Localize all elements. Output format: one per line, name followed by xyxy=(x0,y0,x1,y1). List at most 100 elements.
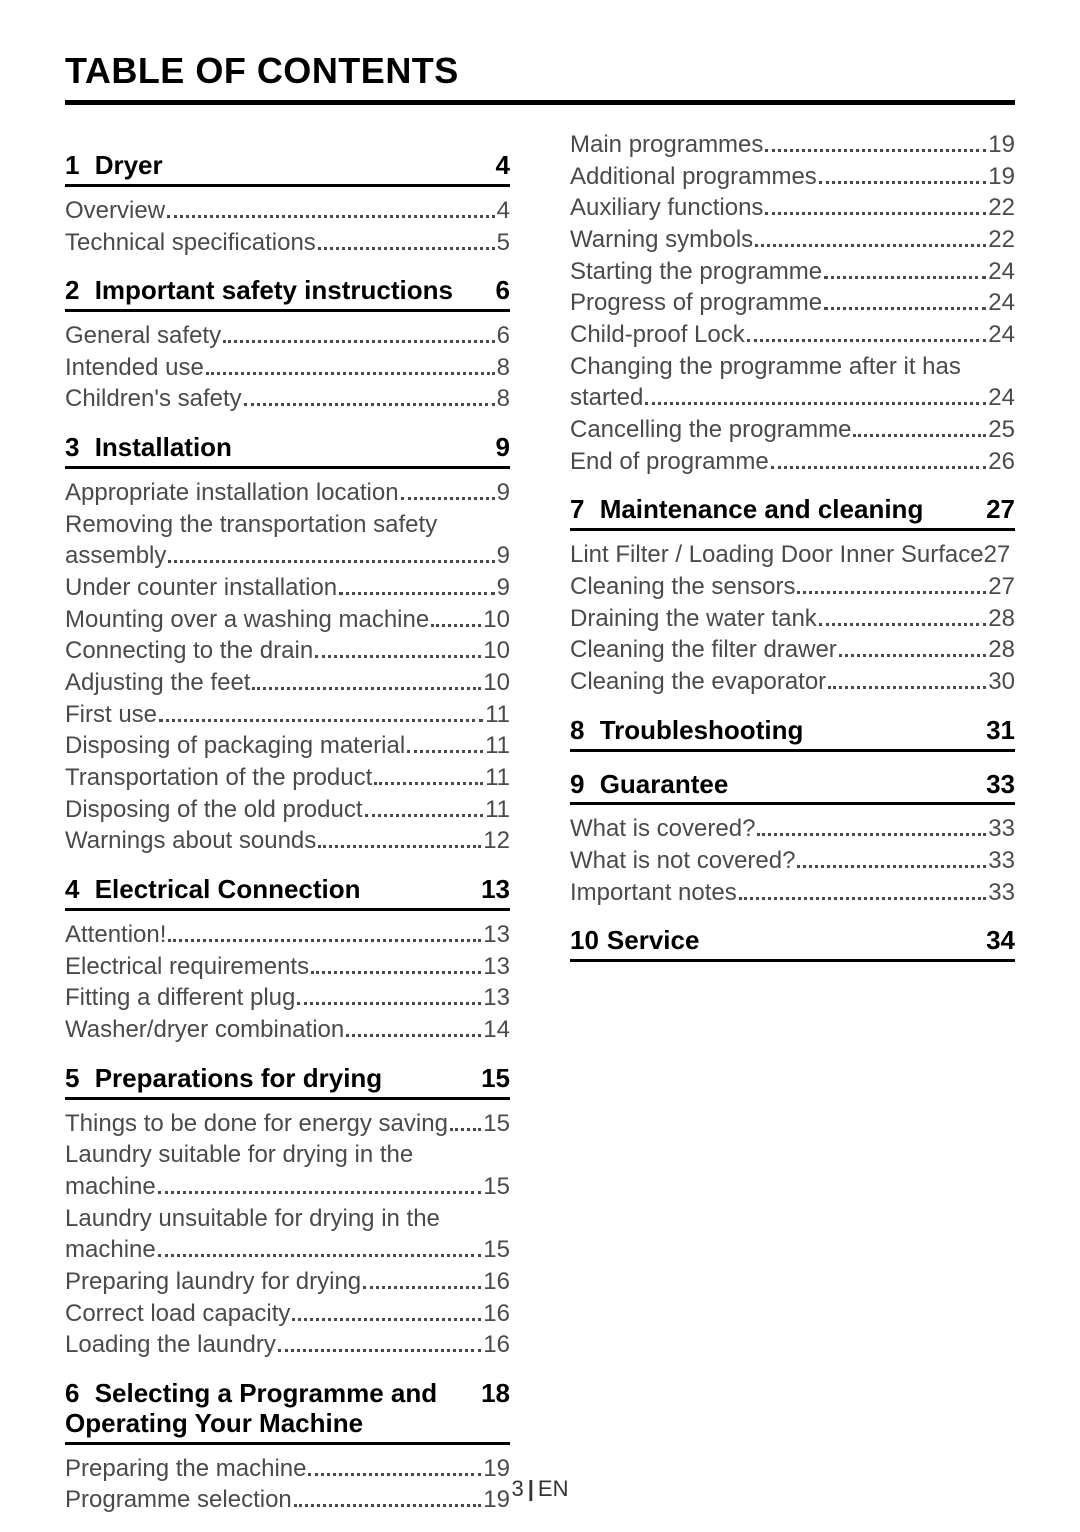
toc-section-heading: 3 Installation9 xyxy=(65,433,510,469)
toc-right-column: Main programmes19Additional programmes19… xyxy=(570,133,1015,1516)
toc-section-page: 33 xyxy=(986,770,1015,800)
toc-section-page: 13 xyxy=(481,875,510,905)
toc-entry-page: 13 xyxy=(483,982,510,1014)
toc-entry-text: Lint Filter / Loading Door Inner Surface xyxy=(570,539,984,571)
toc-entry-text: What is not covered? xyxy=(570,845,795,877)
toc-entry-text: What is covered? xyxy=(570,813,755,845)
toc-entry-text: Connecting to the drain xyxy=(65,635,313,667)
toc-entry: Main programmes19 xyxy=(570,129,1015,161)
toc-entry: Disposing of packaging material 11 xyxy=(65,730,510,762)
toc-entry-text: Preparing laundry for drying xyxy=(65,1266,361,1298)
toc-entry-text: Attention! xyxy=(65,919,166,951)
footer-page-number: 3 xyxy=(512,1476,524,1501)
toc-section-title: 2 Important safety instructions xyxy=(65,276,486,306)
toc-entry-text: Cleaning the filter drawer xyxy=(570,634,837,666)
toc-entry-text: Washer/dryer combination xyxy=(65,1014,344,1046)
toc-entry-page: 30 xyxy=(988,666,1015,698)
toc-entry-text: Laundry unsuitable for drying in the xyxy=(65,1203,510,1235)
toc-section-heading: 9 Guarantee33 xyxy=(570,770,1015,806)
toc-entry: First use11 xyxy=(65,699,510,731)
toc-entry: Additional programmes19 xyxy=(570,161,1015,193)
toc-entry-page: 28 xyxy=(988,603,1015,635)
toc-entry: End of programme 26 xyxy=(570,446,1015,478)
toc-entry: Washer/dryer combination14 xyxy=(65,1014,510,1046)
toc-entry-page: 11 xyxy=(485,730,510,762)
toc-entry: Starting the programme24 xyxy=(570,256,1015,288)
toc-entry-page: 10 xyxy=(483,604,510,636)
toc-entry-text: Auxiliary functions xyxy=(570,192,763,224)
toc-entry: Cancelling the programme 25 xyxy=(570,414,1015,446)
toc-entry-page: 22 xyxy=(988,192,1015,224)
toc-entry-text: Children's safety xyxy=(65,383,242,415)
toc-section-title: 10Service xyxy=(570,926,976,956)
toc-entry: Attention! 13 xyxy=(65,919,510,951)
page-footer: 3|EN xyxy=(0,1476,1080,1502)
toc-entry: Children's safety8 xyxy=(65,383,510,415)
toc-entry-page: 4 xyxy=(497,195,510,227)
toc-entry: Fitting a different plug 13 xyxy=(65,982,510,1014)
toc-entry-page: 27 xyxy=(988,571,1015,603)
toc-entry-page: 9 xyxy=(497,540,510,572)
toc-entry-page: 13 xyxy=(483,919,510,951)
toc-entry: Electrical requirements13 xyxy=(65,951,510,983)
toc-entry-page: 11 xyxy=(485,794,510,826)
toc-entry-text: Draining the water tank xyxy=(570,603,817,635)
toc-entry-page: 24 xyxy=(988,382,1015,414)
toc-entry-text: assembly xyxy=(65,540,166,572)
toc-entry: Adjusting the feet10 xyxy=(65,667,510,699)
toc-entry-page: 11 xyxy=(485,699,510,731)
toc-entry: Disposing of the old product 11 xyxy=(65,794,510,826)
toc-section-page: 4 xyxy=(496,151,510,181)
toc-section-title: 8 Troubleshooting xyxy=(570,716,976,746)
toc-section-heading: 7 Maintenance and cleaning27 xyxy=(570,495,1015,531)
toc-entry-text: Disposing of the old product xyxy=(65,794,363,826)
toc-section-heading: 6 Selecting a Programme and Operating Yo… xyxy=(65,1379,510,1445)
toc-entry-text: machine xyxy=(65,1234,156,1266)
toc-entry-text: Technical specifications xyxy=(65,227,316,259)
toc-entry-page: 9 xyxy=(497,572,510,604)
toc-section-heading: 5 Preparations for drying15 xyxy=(65,1064,510,1100)
toc-entry-page: 19 xyxy=(988,129,1015,161)
toc-entry-page: 24 xyxy=(988,319,1015,351)
toc-entry: Technical specifications 5 xyxy=(65,227,510,259)
toc-entry-text: Cleaning the evaporator xyxy=(570,666,826,698)
toc-entry: Mounting over a washing machine 10 xyxy=(65,604,510,636)
toc-entry-text: Disposing of packaging material xyxy=(65,730,405,762)
toc-section-heading: 8 Troubleshooting31 xyxy=(570,716,1015,752)
toc-entry-text: Correct load capacity xyxy=(65,1298,290,1330)
toc-entry-text: Changing the programme after it has xyxy=(570,351,1015,383)
toc-entry: Warning symbols22 xyxy=(570,224,1015,256)
toc-section-heading: 2 Important safety instructions6 xyxy=(65,276,510,312)
toc-entry-page: 10 xyxy=(483,667,510,699)
toc-entry-text: Things to be done for energy saving xyxy=(65,1108,448,1140)
toc-entry-page: 24 xyxy=(988,287,1015,319)
toc-entry: Lint Filter / Loading Door Inner Surface… xyxy=(570,539,1015,571)
toc-entry-text: Mounting over a washing machine xyxy=(65,604,429,636)
toc-entry-text: Starting the programme xyxy=(570,256,822,288)
toc-entry-text: Cancelling the programme xyxy=(570,414,851,446)
toc-entry: Preparing laundry for drying16 xyxy=(65,1266,510,1298)
toc-entry-page: 16 xyxy=(483,1329,510,1361)
toc-entry-text: Fitting a different plug xyxy=(65,982,295,1014)
toc-entry-page: 15 xyxy=(483,1108,510,1140)
toc-entry-text: machine xyxy=(65,1171,156,1203)
toc-entry-page: 25 xyxy=(988,414,1015,446)
toc-entry-page: 33 xyxy=(988,813,1015,845)
toc-entry: Laundry unsuitable for drying in themach… xyxy=(65,1203,510,1266)
toc-entry-page: 33 xyxy=(988,877,1015,909)
toc-entry-page: 5 xyxy=(497,227,510,259)
toc-entry-page: 26 xyxy=(988,446,1015,478)
toc-entry-page: 33 xyxy=(988,845,1015,877)
toc-entry-text: End of programme xyxy=(570,446,769,478)
toc-entry: Child-proof Lock24 xyxy=(570,319,1015,351)
toc-entry-text: Progress of programme xyxy=(570,287,822,319)
toc-entry-page: 9 xyxy=(497,477,510,509)
toc-section-page: 34 xyxy=(986,926,1015,956)
footer-separator: | xyxy=(528,1476,534,1501)
toc-entry: Auxiliary functions 22 xyxy=(570,192,1015,224)
toc-entry-page: 15 xyxy=(483,1234,510,1266)
toc-entry: Connecting to the drain10 xyxy=(65,635,510,667)
toc-entry-page: 6 xyxy=(497,320,510,352)
toc-entry: Cleaning the filter drawer28 xyxy=(570,634,1015,666)
toc-entry: General safety6 xyxy=(65,320,510,352)
